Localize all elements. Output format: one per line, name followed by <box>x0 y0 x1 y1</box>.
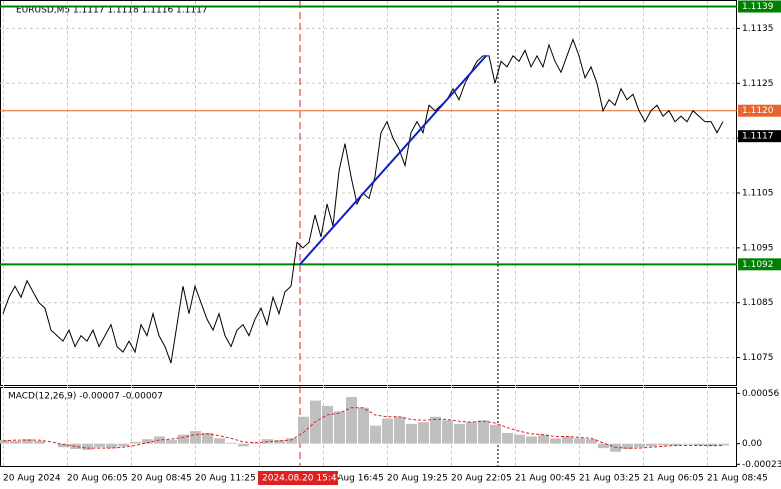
histogram-bar <box>166 440 177 444</box>
histogram-bar <box>22 439 33 444</box>
histogram-bar <box>334 411 345 444</box>
histogram-bar <box>142 439 153 444</box>
histogram-bar <box>670 443 681 446</box>
y-tick-label: 0.00056 <box>742 389 779 399</box>
macd-frame <box>0 387 737 467</box>
histogram-bar <box>622 443 633 450</box>
histogram-bar <box>106 443 117 449</box>
histogram-bar <box>82 443 93 450</box>
cursor-label: 2024.08.20 15:45 <box>262 474 342 484</box>
price-label-box <box>738 130 781 143</box>
x-tick-label: 21 Aug 06:05 <box>643 474 704 484</box>
histogram-bar <box>526 436 537 444</box>
histogram-bar <box>490 424 501 444</box>
x-tick-label: 20 Aug 2024 <box>3 474 61 484</box>
histogram-bar <box>34 440 45 444</box>
histogram-bar <box>178 434 189 444</box>
histogram-bar <box>358 407 369 444</box>
x-tick-label: 20 Aug 06:05 <box>67 474 128 484</box>
histogram-bar <box>478 420 489 444</box>
level-label-box <box>738 0 781 13</box>
histogram-bar <box>574 438 585 444</box>
level-label: 1.1120 <box>742 106 774 116</box>
y-tick-label: 1.1125 <box>742 79 774 89</box>
histogram-bar <box>598 443 609 449</box>
x-tick-label: 20 Aug 11:25 <box>195 474 256 484</box>
histogram-bar <box>694 443 705 446</box>
chart-title: EURUSD,M5 1.1117 1.1118 1.1116 1.1117 <box>16 6 208 16</box>
y-tick-label: 0.00 <box>742 439 762 449</box>
x-tick-label: 21 Aug 03:25 <box>579 474 640 484</box>
histogram-bar <box>466 422 477 444</box>
histogram-bar <box>418 422 429 444</box>
histogram-bar <box>502 432 513 444</box>
histogram-bar <box>94 443 105 448</box>
y-tick-label: 1.1085 <box>742 298 774 308</box>
y-tick-label: 1.1105 <box>742 189 774 199</box>
histogram-bar <box>202 432 213 444</box>
signal-line <box>2 407 723 449</box>
y-tick-label: 1.1095 <box>742 243 774 253</box>
histogram-bar <box>406 423 417 444</box>
x-tick-label: 21 Aug 00:45 <box>515 474 576 484</box>
histogram-bar <box>454 423 465 444</box>
x-tick-label: 21 Aug 08:45 <box>707 474 768 484</box>
histogram-bar <box>274 440 285 444</box>
histogram-bar <box>658 443 669 446</box>
trend-line <box>299 55 487 265</box>
x-tick-label: 20 Aug 16:45 <box>323 474 384 484</box>
price-label: 1.1117 <box>742 132 774 142</box>
x-tick-label: 20 Aug 08:45 <box>131 474 192 484</box>
price-line <box>2 37 724 364</box>
histogram-bar <box>394 416 405 444</box>
histogram-bar <box>562 436 573 444</box>
histogram-bar <box>70 443 81 450</box>
x-tick-label: 20 Aug 19:25 <box>387 474 448 484</box>
histogram-bar <box>58 443 69 448</box>
histogram-bar <box>190 431 201 444</box>
x-tick-label: 20 Aug 22:05 <box>451 474 512 484</box>
histogram-bar <box>550 438 561 444</box>
histogram-bar <box>382 418 393 444</box>
macd-title: MACD(12,26,9) -0.00007 -0.00007 <box>8 392 163 402</box>
histogram-bar <box>322 405 333 444</box>
y-tick-label: 1.1135 <box>742 24 774 34</box>
level-label: 1.1139 <box>742 2 774 12</box>
level-label-box <box>738 104 781 117</box>
histogram-bar <box>214 438 225 444</box>
histogram-bar <box>646 443 657 447</box>
histogram-bar <box>238 443 249 447</box>
histogram-bar <box>130 441 141 444</box>
histogram-bar <box>10 440 21 444</box>
histogram-bar <box>118 443 129 447</box>
histogram-bar <box>430 416 441 444</box>
histogram-bar <box>442 420 453 444</box>
histogram-bar <box>226 442 237 444</box>
y-tick-label: 1.1075 <box>742 353 774 363</box>
cursor-label-box <box>258 471 338 485</box>
histogram-bar <box>346 396 357 444</box>
histogram-bar <box>586 439 597 444</box>
histogram-bar <box>634 443 645 448</box>
histogram-bar <box>682 443 693 445</box>
level-label-box <box>738 258 781 271</box>
y-tick-label: -0.00023 <box>742 460 781 470</box>
histogram-bar <box>538 434 549 444</box>
histogram-bar <box>286 438 297 444</box>
histogram-bar <box>718 443 729 446</box>
level-label: 1.1092 <box>742 260 774 270</box>
histogram-bar <box>0 440 9 444</box>
histogram-bar <box>514 434 525 444</box>
histogram-bar <box>370 425 381 444</box>
histogram-bar <box>298 416 309 444</box>
